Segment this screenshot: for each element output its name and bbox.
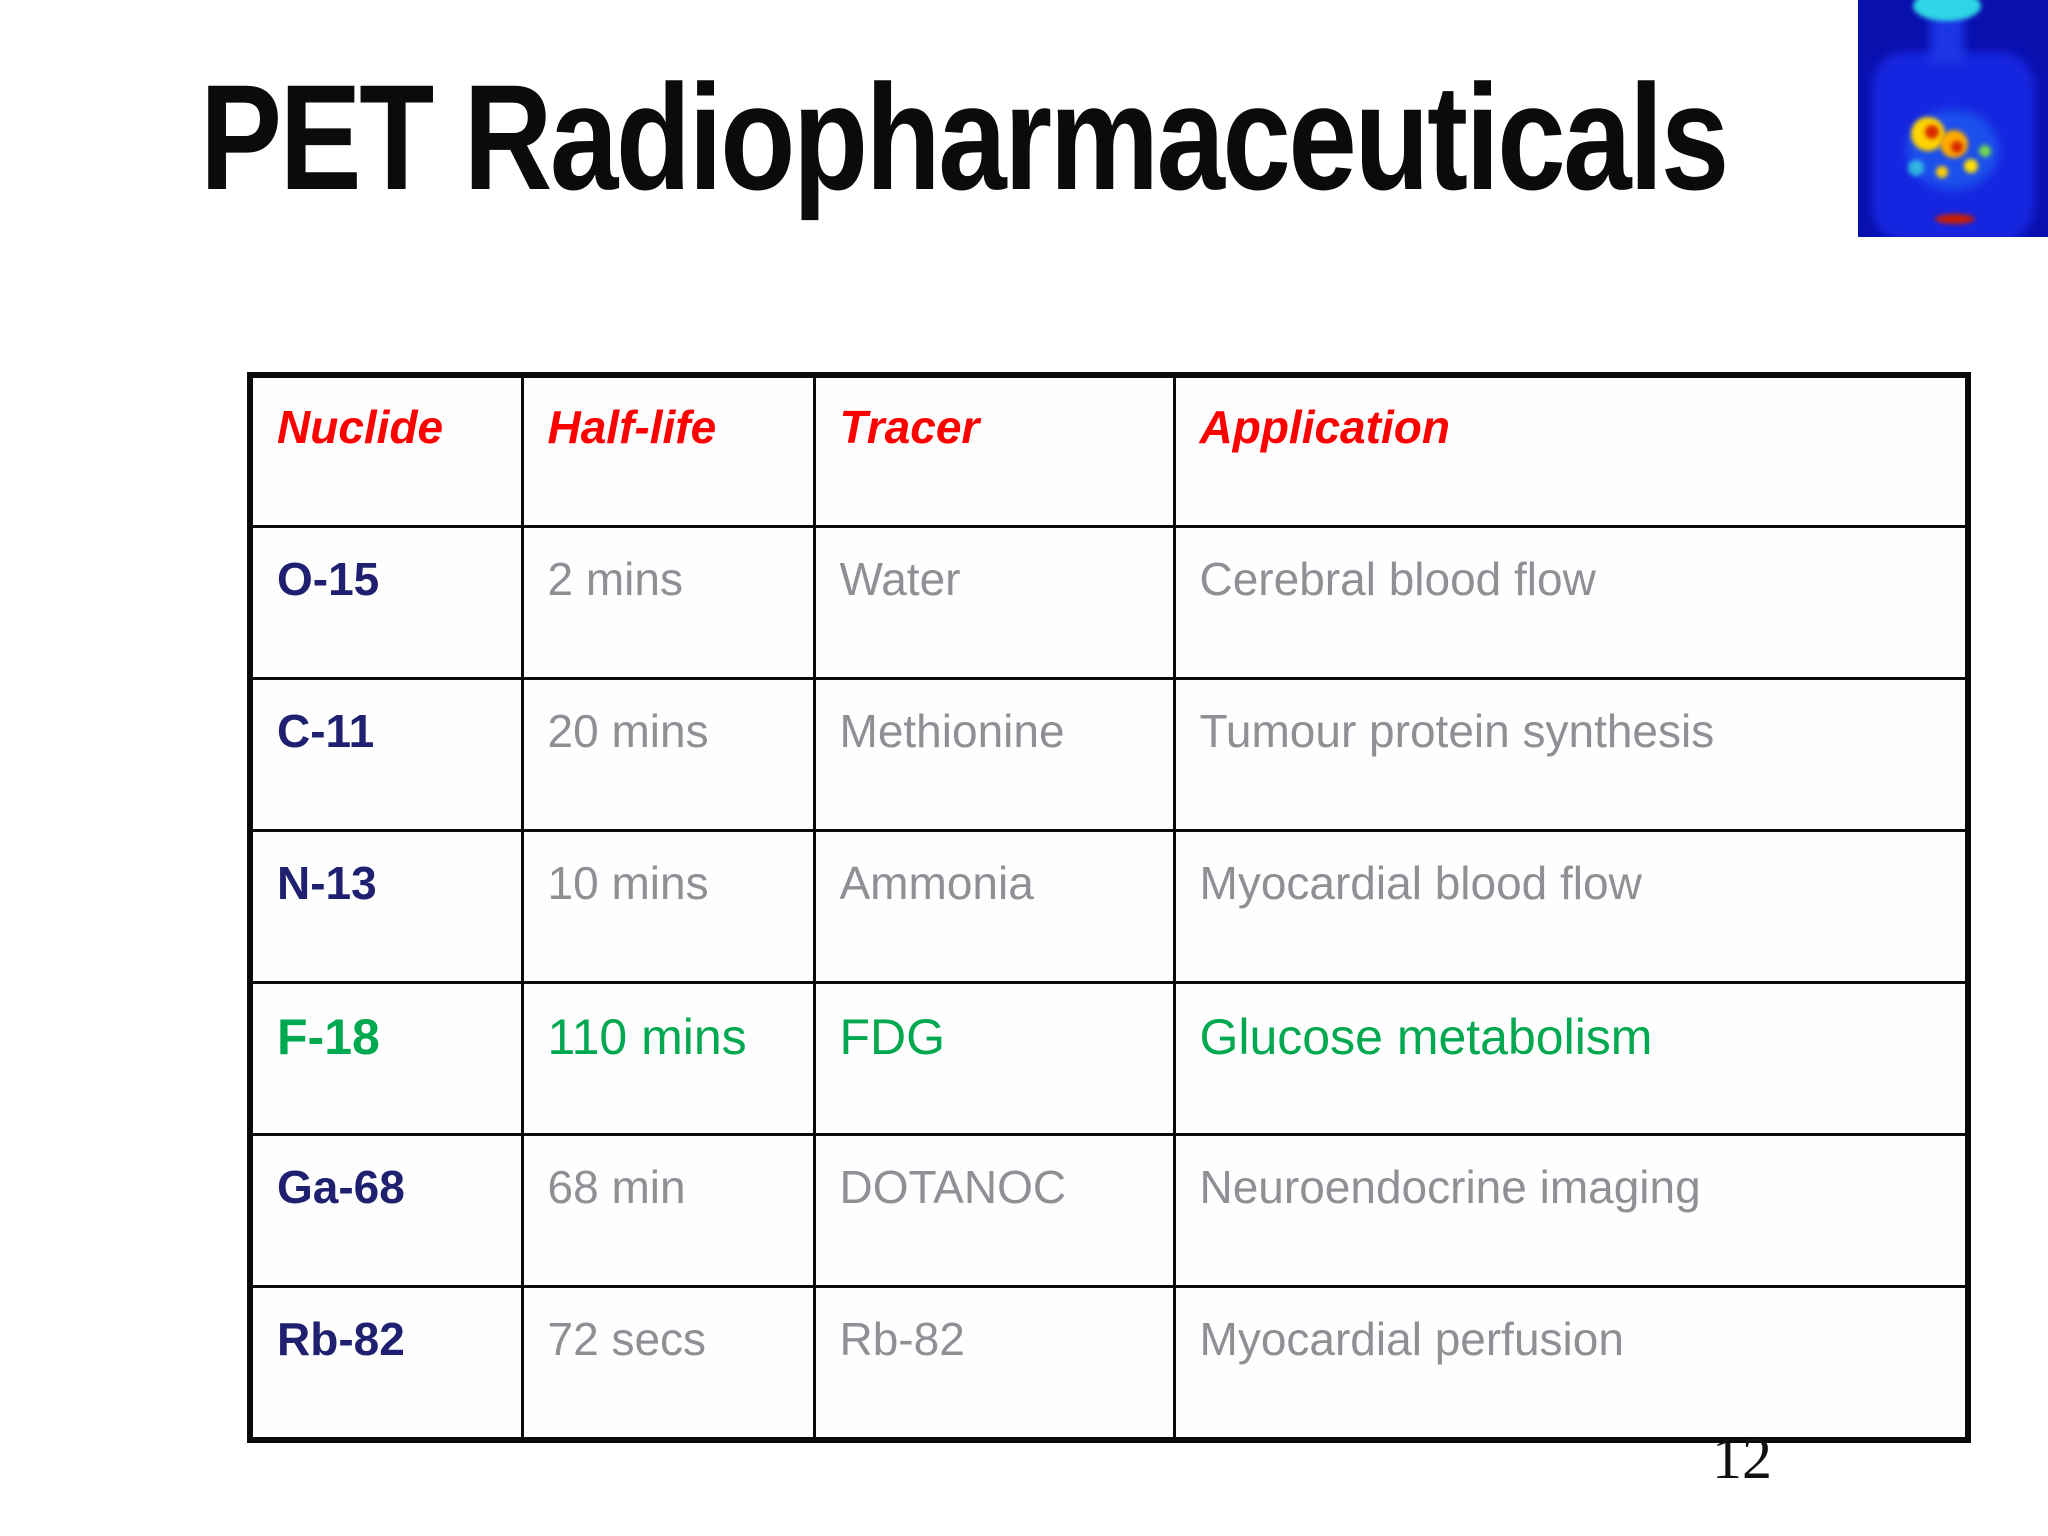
pet-scan-image: [1858, 0, 2048, 237]
cell-half-life: 2 mins: [520, 525, 816, 680]
cell-nuclide: F-18: [248, 981, 524, 1136]
cell-tracer: Water: [812, 525, 1176, 680]
cell-half-life: 72 secs: [520, 1285, 816, 1442]
cell-application: Neuroendocrine imaging: [1172, 1133, 1970, 1288]
slide-title: PET Radiopharmaceuticals: [200, 53, 1729, 221]
cell-nuclide: O-15: [248, 525, 524, 680]
table-row: O-15 2 mins Water Cerebral blood flow: [248, 525, 1970, 680]
cell-tracer: DOTANOC: [812, 1133, 1176, 1288]
cell-application: Myocardial perfusion: [1172, 1285, 1970, 1442]
cell-nuclide: Rb-82: [248, 1285, 524, 1442]
table-row: Ga-68 68 min DOTANOC Neuroendocrine imag…: [248, 1133, 1970, 1288]
radiopharmaceuticals-table: Nuclide Half-life Tracer Application O-1…: [247, 372, 1971, 1443]
column-header-application: Application: [1172, 373, 1970, 528]
table-row: C-11 20 mins Methionine Tumour protein s…: [248, 677, 1970, 832]
page-number: 12: [1712, 1425, 1772, 1491]
table-header-row: Nuclide Half-life Tracer Application: [248, 373, 1970, 528]
column-header-nuclide: Nuclide: [248, 373, 524, 528]
cell-half-life: 10 mins: [520, 829, 816, 984]
cell-half-life: 68 min: [520, 1133, 816, 1288]
cell-half-life: 110 mins: [520, 981, 816, 1136]
cell-application: Myocardial blood flow: [1172, 829, 1970, 984]
cell-half-life: 20 mins: [520, 677, 816, 832]
column-header-tracer: Tracer: [812, 373, 1176, 528]
cell-nuclide: Ga-68: [248, 1133, 524, 1288]
cell-application: Glucose metabolism: [1172, 981, 1970, 1136]
table-row: N-13 10 mins Ammonia Myocardial blood fl…: [248, 829, 1970, 984]
table-row: Rb-82 72 secs Rb-82 Myocardial perfusion: [248, 1285, 1970, 1442]
cell-tracer: Rb-82: [812, 1285, 1176, 1442]
cell-tracer: FDG: [812, 981, 1176, 1136]
cell-application: Cerebral blood flow: [1172, 525, 1970, 680]
table-row-highlighted: F-18 110 mins FDG Glucose metabolism: [248, 981, 1970, 1136]
cell-tracer: Methionine: [812, 677, 1176, 832]
column-header-half-life: Half-life: [520, 373, 816, 528]
cell-tracer: Ammonia: [812, 829, 1176, 984]
cell-nuclide: N-13: [248, 829, 524, 984]
cell-application: Tumour protein synthesis: [1172, 677, 1970, 832]
cell-nuclide: C-11: [248, 677, 524, 832]
